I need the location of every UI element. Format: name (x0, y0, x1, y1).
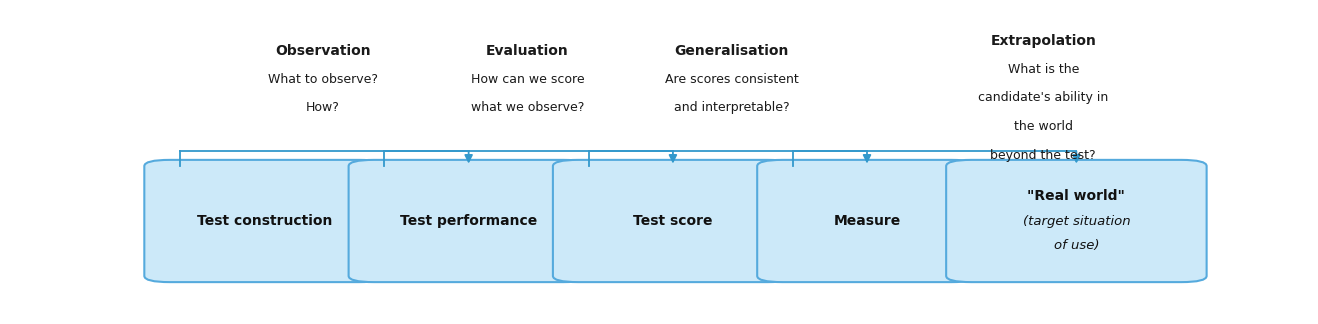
FancyBboxPatch shape (348, 160, 589, 282)
FancyBboxPatch shape (145, 160, 385, 282)
Text: of use): of use) (1053, 239, 1099, 252)
Text: What to observe?: What to observe? (268, 73, 378, 86)
Text: candidate's ability in: candidate's ability in (978, 91, 1108, 104)
Text: Test construction: Test construction (196, 214, 332, 228)
Text: and interpretable?: and interpretable? (673, 101, 789, 114)
Text: Evaluation: Evaluation (486, 44, 569, 58)
Text: Extrapolation: Extrapolation (990, 34, 1097, 48)
Text: beyond the test?: beyond the test? (990, 149, 1097, 162)
FancyBboxPatch shape (757, 160, 977, 282)
Text: How?: How? (306, 101, 340, 114)
Text: Generalisation: Generalisation (675, 44, 789, 58)
Text: Measure: Measure (833, 214, 900, 228)
Text: What is the: What is the (1007, 63, 1079, 75)
Text: Observation: Observation (275, 44, 370, 58)
Text: Test performance: Test performance (399, 214, 538, 228)
Text: (target situation: (target situation (1023, 214, 1131, 227)
Text: Test score: Test score (633, 214, 713, 228)
Text: Are scores consistent: Are scores consistent (664, 73, 799, 86)
Text: "Real world": "Real world" (1028, 189, 1126, 203)
FancyBboxPatch shape (554, 160, 793, 282)
Text: what we observe?: what we observe? (471, 101, 584, 114)
FancyBboxPatch shape (946, 160, 1207, 282)
Text: How can we score: How can we score (471, 73, 584, 86)
Text: the world: the world (1014, 120, 1073, 133)
